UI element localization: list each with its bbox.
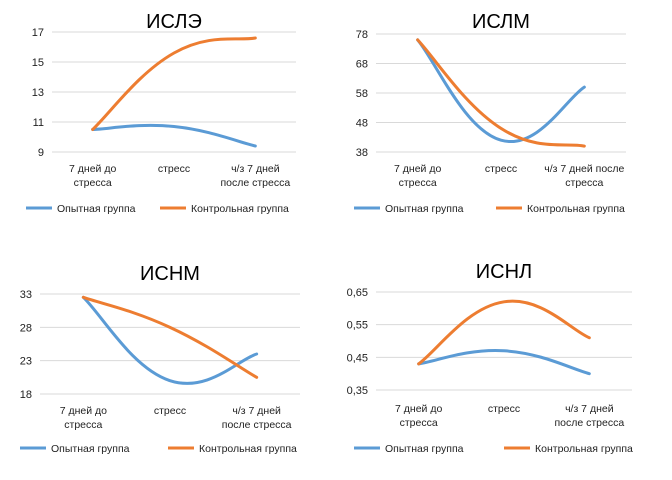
legend-label: Опытная группа — [51, 443, 130, 455]
x-category-label: стресс — [485, 163, 517, 175]
y-tick-label: 18 — [20, 389, 32, 401]
y-tick-label: 33 — [20, 289, 32, 301]
x-category-label: 7 дней до стресса — [69, 163, 116, 189]
legend-label: Контрольная группа — [535, 443, 633, 455]
series-line-experimental — [417, 349, 591, 376]
legend-label: Опытная группа — [385, 203, 464, 215]
y-tick-label: 9 — [38, 147, 44, 159]
x-category-label: ч/з 7 дней после стресса — [220, 163, 290, 189]
y-tick-label: 28 — [20, 322, 32, 334]
series-line-experimental — [81, 295, 259, 385]
series-line-control — [81, 295, 259, 379]
chart-title: ИСЛЭ — [146, 11, 202, 33]
x-category-label: стресс — [154, 405, 186, 417]
chart-title: ИСЛМ — [472, 11, 530, 33]
y-tick-label: 68 — [356, 59, 368, 71]
y-tick-label: 0,55 — [347, 320, 368, 332]
y-tick-label: 38 — [356, 147, 368, 159]
series-line-control — [91, 36, 257, 131]
y-tick-label: 0,35 — [347, 385, 368, 397]
x-category-label: ч/з 7 дней после стресса — [222, 405, 292, 431]
chart-panel-islm: ИСЛМ 38 48 58 68 78 7 дней до стресса стресс ч/з … — [336, 0, 672, 240]
chart-svg-islm: ИСЛМ 38 48 58 68 78 7 дней до стресса стресс ч/з … — [354, 11, 626, 215]
series-line-control — [417, 299, 591, 366]
y-tick-label: 0,65 — [347, 287, 368, 299]
chart-panel-isnl: ИСНЛ 0,35 0,45 0,55 0,65 7 дней до стресса стре… — [336, 240, 672, 480]
chart-svg-isnl: ИСНЛ 0,35 0,45 0,55 0,65 7 дней до стресса стре… — [347, 261, 633, 455]
y-tick-label: 78 — [356, 29, 368, 41]
y-tick-label: 23 — [20, 356, 32, 368]
y-tick-label: 17 — [32, 27, 44, 39]
series-line-experimental — [416, 38, 586, 144]
chart-svg-isnm: ИСНМ 18 23 28 33 7 дней до стресса стресс ч/з 7 … — [20, 263, 300, 455]
y-tick-label: 11 — [33, 117, 44, 129]
y-tick-label: 58 — [356, 88, 368, 100]
legend-label: Контрольная группа — [527, 203, 625, 215]
y-tick-label: 48 — [356, 118, 368, 130]
legend-label: Контрольная группа — [191, 203, 289, 215]
chart-panel-isle: ИСЛЭ 9 11 13 15 17 7 дней до стресса стресс ч/з 7… — [0, 0, 336, 240]
series-line-control — [416, 38, 586, 148]
y-tick-label: 15 — [32, 57, 44, 69]
x-category-label: ч/з 7 дней после стресса — [544, 163, 624, 189]
legend-label: Контрольная группа — [199, 443, 297, 455]
y-tick-label: 13 — [32, 87, 44, 99]
chart-svg-isle: ИСЛЭ 9 11 13 15 17 7 дней до стресса стресс ч/з 7… — [26, 11, 296, 215]
x-category-label: ч/з 7 дней после стресса — [554, 403, 624, 429]
x-category-label: 7 дней до стресса — [60, 405, 107, 431]
chart-panel-isnm: ИСНМ 18 23 28 33 7 дней до стресса стресс ч/з 7 … — [0, 240, 336, 480]
x-category-label: стресс — [488, 403, 520, 415]
x-category-label: стресс — [158, 163, 190, 175]
chart-title: ИСНМ — [140, 263, 200, 285]
x-category-label: 7 дней до стресса — [394, 163, 441, 189]
series-line-experimental — [91, 123, 257, 148]
x-category-label: 7 дней до стресса — [395, 403, 442, 429]
legend-label: Опытная группа — [385, 443, 464, 455]
chart-title: ИСНЛ — [476, 261, 532, 283]
legend-label: Опытная группа — [57, 203, 136, 215]
y-tick-label: 0,45 — [347, 352, 368, 364]
